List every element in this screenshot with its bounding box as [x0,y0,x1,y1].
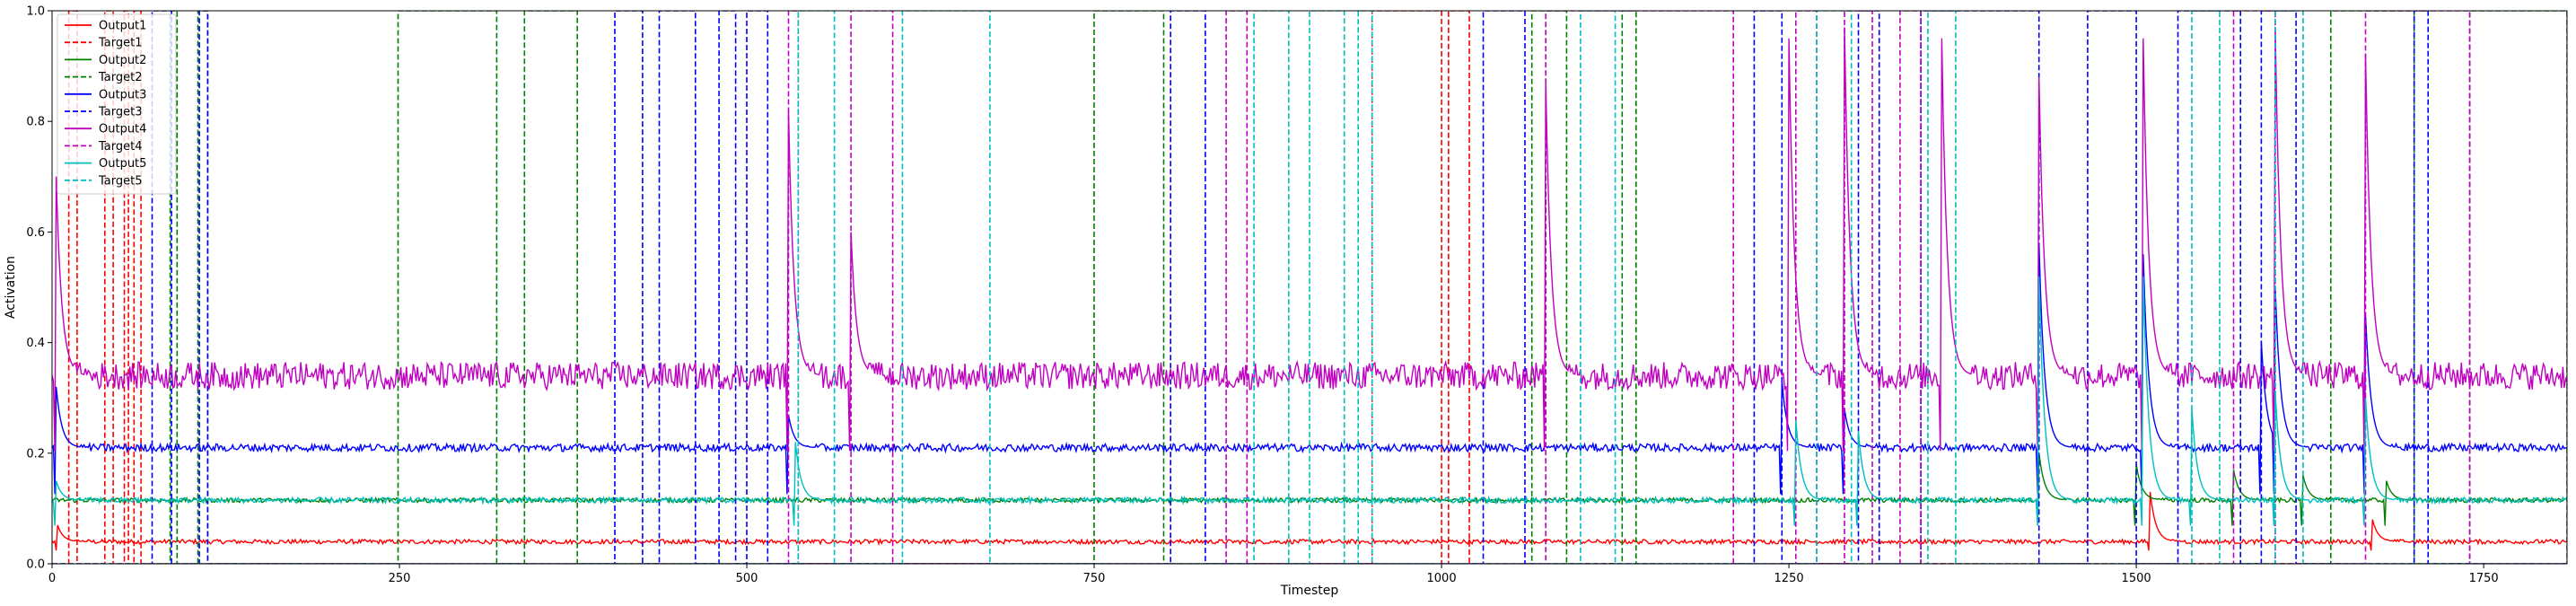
y-tick-label: 0.4 [26,337,45,350]
y-tick-label: 0.0 [26,558,45,572]
legend-label-output5: Output5 [99,157,146,171]
x-tick-label: 1250 [1774,572,1804,585]
y-tick-label: 0.8 [26,116,45,129]
axis-ticks: 0 250 500 750 1000 1250 1500 1750 0.0 0.2 0.4 0.6 0.… [26,5,2498,586]
series-target5-line [52,11,2567,564]
legend-label-target4: Target4 [98,140,143,154]
y-tick-label: 0.2 [26,447,45,461]
x-axis-label: Timestep [1280,584,1339,598]
legend-label-output1: Output1 [99,20,146,33]
series-layer [52,11,2567,564]
y-tick-label: 0.6 [26,226,45,240]
y-tick-label: 1.0 [26,5,45,19]
x-tick-label: 1750 [2469,572,2499,585]
x-tick-label: 1500 [2122,572,2151,585]
legend-label-output4: Output4 [99,123,146,136]
legend-label-target3: Target3 [98,106,143,119]
legend-label-target5: Target5 [98,174,143,188]
x-tick-label: 0 [48,572,56,585]
x-tick-label: 500 [736,572,758,585]
x-tick-label: 750 [1083,572,1106,585]
legend-label-target2: Target2 [98,71,143,84]
legend: Output1 Target1 Output2 Target2 Output3 Targe… [57,13,177,195]
y-axis-label: Activation [4,256,18,319]
legend-label-output3: Output3 [99,88,146,101]
legend-label-output2: Output2 [99,54,146,67]
legend-label-target1: Target1 [98,37,143,50]
plot-frame [51,10,2568,565]
x-tick-label: 250 [389,572,411,585]
series-output4-line [52,27,2567,452]
x-tick-label: 1000 [1427,572,1457,585]
